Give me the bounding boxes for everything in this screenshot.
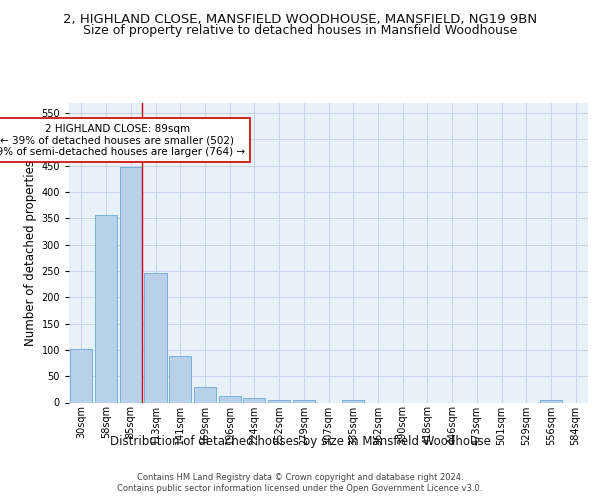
Text: Distribution of detached houses by size in Mansfield Woodhouse: Distribution of detached houses by size … <box>110 435 490 448</box>
Text: 2, HIGHLAND CLOSE, MANSFIELD WOODHOUSE, MANSFIELD, NG19 9BN: 2, HIGHLAND CLOSE, MANSFIELD WOODHOUSE, … <box>63 12 537 26</box>
Bar <box>342 400 364 402</box>
Bar <box>540 400 562 402</box>
Text: 2 HIGHLAND CLOSE: 89sqm
← 39% of detached houses are smaller (502)
59% of semi-d: 2 HIGHLAND CLOSE: 89sqm ← 39% of detache… <box>0 124 245 157</box>
Bar <box>70 349 92 403</box>
Bar <box>145 273 167 402</box>
Bar <box>169 356 191 403</box>
Bar <box>218 396 241 402</box>
Bar <box>268 400 290 402</box>
Bar <box>119 167 142 402</box>
Text: Contains public sector information licensed under the Open Government Licence v3: Contains public sector information licen… <box>118 484 482 493</box>
Y-axis label: Number of detached properties: Number of detached properties <box>24 160 37 346</box>
Bar <box>293 400 315 402</box>
Bar <box>243 398 265 402</box>
Text: Contains HM Land Registry data © Crown copyright and database right 2024.: Contains HM Land Registry data © Crown c… <box>137 472 463 482</box>
Text: Size of property relative to detached houses in Mansfield Woodhouse: Size of property relative to detached ho… <box>83 24 517 37</box>
Bar <box>95 215 117 402</box>
Bar <box>194 386 216 402</box>
